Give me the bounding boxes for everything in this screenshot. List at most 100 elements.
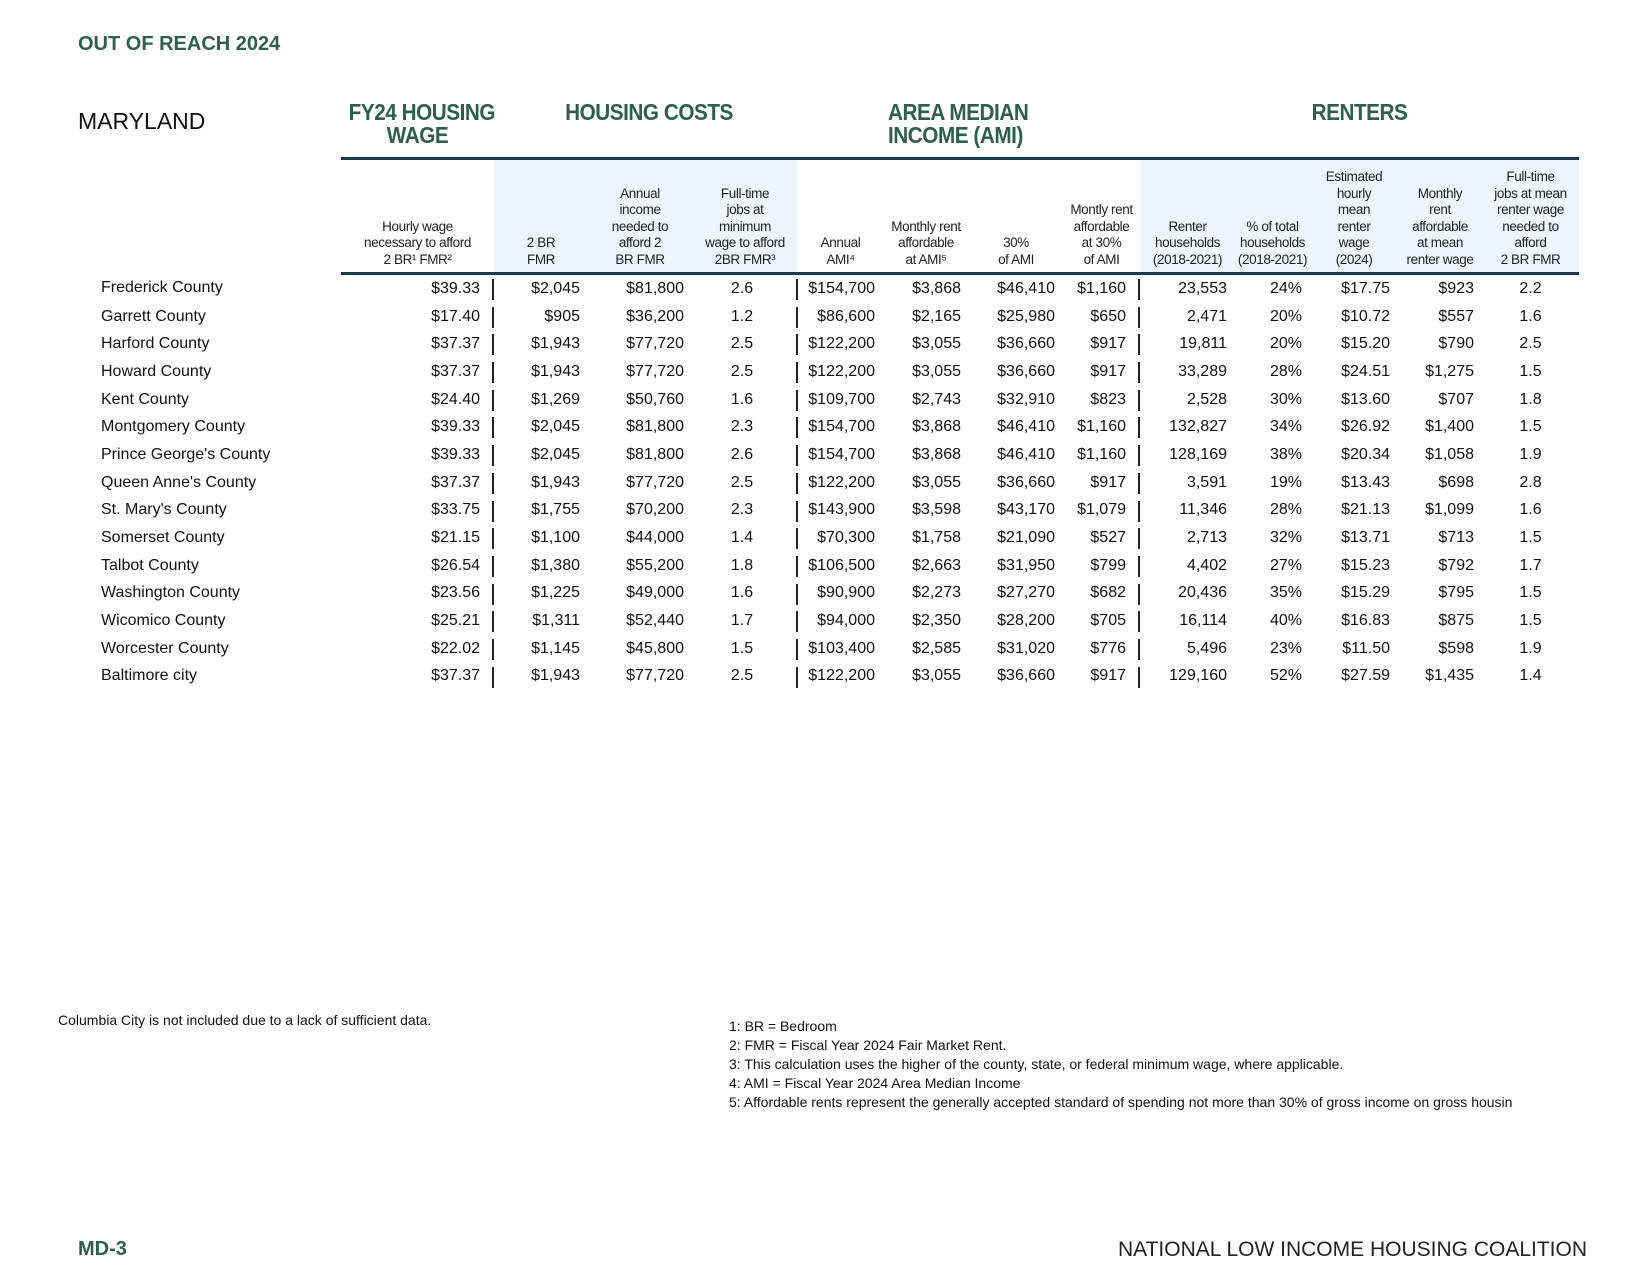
cell: $1,225 (494, 580, 588, 608)
cell-text: Harford County (101, 335, 210, 353)
cell-text: 2.6 (730, 445, 754, 463)
cell: $2,165 (883, 303, 969, 331)
cell-text: $2,350 (912, 612, 961, 630)
data-table: Hourly wage necessary to afford 2 BR¹ FMR²… (90, 157, 1579, 690)
cell-text: 1.6 (1519, 307, 1542, 325)
cell-text: $1,145 (531, 639, 580, 657)
cell-text: $2,045 (531, 418, 580, 436)
cell: $25.21 (341, 607, 494, 635)
cell-text: $46,410 (997, 279, 1055, 297)
column-header: Estimated hourly mean renter wage (2024) (1310, 157, 1398, 275)
cell-text: $3,055 (912, 362, 961, 380)
cell-text: $21,090 (997, 529, 1055, 547)
cell-text: $1,943 (531, 667, 580, 685)
cell-text: 1.6 (730, 584, 754, 602)
cell: 1.6 (1482, 497, 1579, 525)
cell: $707 (1398, 386, 1482, 414)
cell-text: $122,200 (808, 667, 875, 685)
column-header-line: AMI⁴ (826, 251, 855, 267)
cell: 52% (1235, 663, 1310, 691)
separator (1137, 583, 1140, 605)
row-name: Montgomery County (90, 413, 341, 441)
cell: $13.60 (1310, 386, 1398, 414)
cell: $705 (1063, 607, 1140, 635)
cell-text: $776 (1090, 639, 1126, 657)
separator (795, 555, 798, 577)
cell-text: $44,000 (626, 529, 684, 547)
cell-text: $707 (1438, 390, 1474, 408)
cell-text: Howard County (101, 362, 212, 380)
cell: $17.40 (341, 303, 494, 331)
cell-text: St. Mary's County (101, 501, 227, 519)
separator (795, 417, 798, 439)
cell: $143,900 (798, 497, 883, 525)
cell: $122,200 (798, 469, 883, 497)
cell-text: $823 (1090, 390, 1126, 408)
cell: $917 (1063, 469, 1140, 497)
cell-text: $13.43 (1341, 473, 1390, 491)
cell: $90,900 (798, 580, 883, 608)
cell-text: 1.5 (1519, 418, 1542, 436)
cell: 1.5 (692, 635, 798, 663)
column-header-line: of AMI (1083, 251, 1120, 267)
cell-text: 16,114 (1179, 612, 1227, 630)
cell: $3,868 (883, 441, 969, 469)
cell: $109,700 (798, 386, 883, 414)
cell-text: 2.2 (1519, 279, 1542, 297)
cell: $94,000 (798, 607, 883, 635)
cell: 2.5 (1482, 330, 1579, 358)
cell-text: Garrett County (101, 307, 206, 325)
column-header-line: FMR (526, 251, 556, 267)
cell: 1.8 (692, 552, 798, 580)
column-header-line: affordable (1412, 218, 1468, 234)
separator (795, 500, 798, 522)
cell: 1.8 (1482, 386, 1579, 414)
cell-text: $1,269 (531, 390, 580, 408)
cell: $15.23 (1310, 552, 1398, 580)
cell-text: 5,496 (1186, 639, 1227, 657)
separator (491, 445, 494, 467)
header-row: Hourly wage necessary to afford 2 BR¹ FMR²… (90, 157, 1579, 275)
cell: 20% (1235, 330, 1310, 358)
cell-text: $52,440 (626, 612, 684, 630)
cell-text: 23% (1269, 639, 1302, 657)
cell-text: 1.5 (1519, 584, 1542, 602)
cell: $45,800 (588, 635, 692, 663)
cell-text: Worcester County (101, 639, 229, 657)
cell: $923 (1398, 274, 1482, 303)
cell: 2,713 (1140, 524, 1235, 552)
row-name: Frederick County (90, 274, 341, 303)
cell-text: $10.72 (1341, 307, 1390, 325)
cell-text: Somerset County (101, 529, 225, 547)
cell: 35% (1235, 580, 1310, 608)
column-header-line: 2 BR¹ FMR² (383, 251, 452, 267)
cell: $3,598 (883, 497, 969, 525)
cell-text: $2,165 (912, 307, 961, 325)
cell-text: 3,591 (1186, 473, 1227, 491)
cell-text: $24.51 (1341, 362, 1390, 380)
column-header-line: rent (1429, 202, 1451, 217)
cell-text: $527 (1090, 529, 1126, 547)
separator (1137, 638, 1140, 660)
cell-text: 20% (1269, 335, 1302, 353)
cell: $1,943 (494, 358, 588, 386)
cell-text: 35% (1269, 584, 1302, 602)
cell-text: $1,058 (1425, 445, 1474, 463)
cell: 4,402 (1140, 552, 1235, 580)
cell-text: $3,868 (912, 445, 961, 463)
report-title: OUT OF REACH 2024 (78, 33, 281, 55)
cell: 1.4 (1482, 663, 1579, 691)
cell-text: $27,270 (997, 584, 1055, 602)
cell-text: 11,346 (1179, 501, 1227, 519)
cell: $15.29 (1310, 580, 1398, 608)
column-header-line: wage (1338, 235, 1370, 250)
group-header-line: FY24 HOUSING (348, 99, 496, 125)
cell: 1.5 (1482, 524, 1579, 552)
column-header-line: 30% (1003, 235, 1029, 250)
cell: $1,160 (1063, 441, 1140, 469)
cell: $77,720 (588, 663, 692, 691)
cell-text: $50,760 (626, 390, 684, 408)
cell: $39.33 (341, 441, 494, 469)
separator (795, 638, 798, 660)
cell: $1,079 (1063, 497, 1140, 525)
